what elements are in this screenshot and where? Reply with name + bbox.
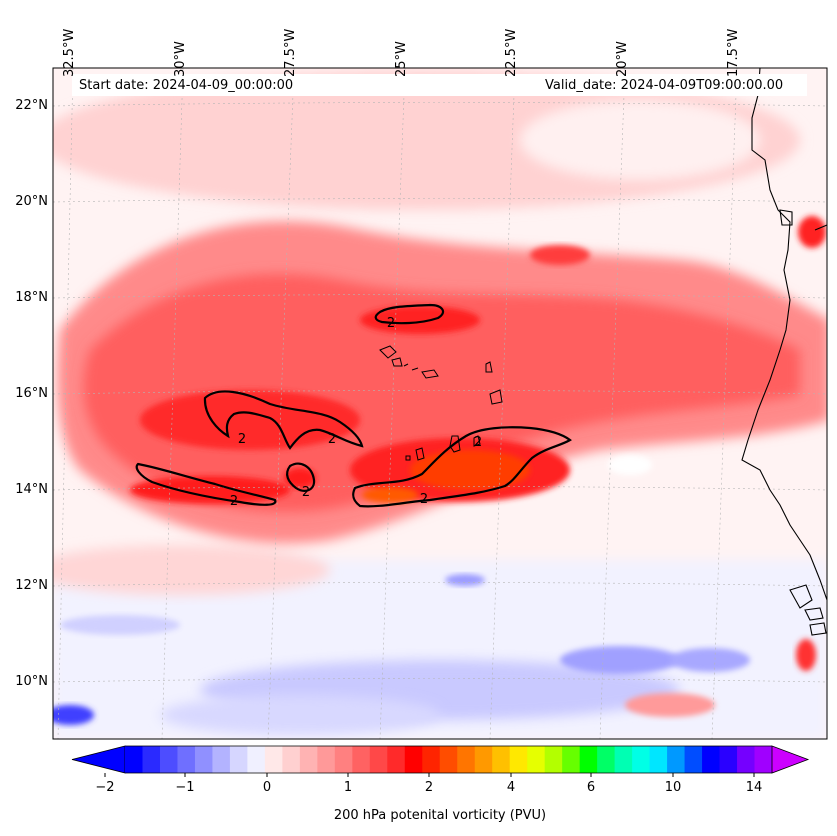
- colorbar-swatch: [334, 746, 353, 773]
- lon-gridlines: [57, 68, 738, 739]
- contour-east: [352, 426, 572, 508]
- colorbar-swatch: [597, 746, 616, 773]
- lon-tick-label: 17.5°W: [725, 28, 741, 77]
- colorbar-tick-label: 0: [262, 780, 272, 795]
- colorbar-title: 200 hPa potenital vorticity (PVU): [333, 808, 547, 823]
- colorbar-swatch: [125, 746, 143, 773]
- map-frame: [52, 67, 828, 740]
- contour-label: 2: [230, 494, 238, 509]
- colorbar-tick-label: 14: [745, 780, 763, 795]
- colorbar-swatch: [474, 746, 493, 773]
- lon-tick-label: 30°W: [172, 41, 188, 77]
- colorbar-under-extend: [71, 745, 126, 774]
- contour-labels: 2 2 2 2 2 2 2: [230, 316, 482, 509]
- contour-label: 2: [238, 432, 246, 447]
- colorbar-swatch: [404, 746, 423, 773]
- colorbar-swatch: [439, 746, 458, 773]
- lat-tick-label: 14°N: [15, 482, 48, 497]
- colorbar-swatch: [457, 746, 476, 773]
- contour-label: 2: [420, 492, 428, 507]
- colorbar-swatch: [649, 746, 668, 773]
- colorbar-swatch: [369, 746, 388, 773]
- colorbar-swatch: [282, 746, 301, 773]
- colorbar-swatch: [142, 746, 161, 773]
- contour-label: 2: [302, 485, 310, 500]
- colorbar-tick-label: 4: [506, 780, 516, 795]
- lat-tick-label: 16°N: [15, 386, 48, 401]
- colorbar-swatch: [352, 746, 371, 773]
- contour-label: 2: [474, 435, 482, 450]
- colorbar-swatch: [492, 746, 511, 773]
- colorbar-swatch: [299, 746, 318, 773]
- contour-west-lower: [135, 462, 277, 506]
- colorbar-swatch: [527, 746, 546, 773]
- start-date-label: Start date: 2024-04-09_00:00:00: [79, 78, 294, 93]
- lat-tick-label: 22°N: [15, 98, 48, 113]
- lon-tick-label: 32.5°W: [62, 28, 77, 77]
- colorbar-tick-label: −1: [175, 780, 195, 795]
- lon-tick-label: 25°W: [393, 41, 409, 77]
- lat-gridlines: [53, 102, 827, 683]
- contour-label: 2: [328, 432, 336, 447]
- colorbar: [71, 745, 810, 777]
- colorbar-swatch: [614, 746, 633, 773]
- lat-tick-label: 12°N: [15, 578, 48, 593]
- header-box: [72, 74, 807, 96]
- colorbar-outline: [125, 745, 772, 774]
- lon-tick-label: 20°W: [615, 41, 630, 77]
- lon-tick-label: 22.5°W: [504, 28, 520, 77]
- coastlines: [741, 68, 827, 636]
- colorbar-swatch: [229, 746, 248, 773]
- colorbar-swatch: [719, 746, 738, 773]
- lat-tick-label: 18°N: [15, 290, 48, 305]
- colorbar-swatch: [702, 746, 721, 773]
- colorbar-swatch: [544, 746, 563, 773]
- colorbar-swatch: [177, 746, 196, 773]
- colorbar-swatch: [509, 746, 528, 773]
- contour-small: [286, 462, 316, 492]
- colorbar-swatch: [317, 746, 336, 773]
- colorbar-swatch: [632, 746, 651, 773]
- colorbar-swatch: [212, 746, 231, 773]
- colorbar-tick-label: 2: [424, 780, 434, 795]
- lon-tick-label: 27.5°W: [283, 28, 299, 77]
- contour-north: [374, 303, 445, 325]
- colorbar-tick-label: 10: [664, 780, 682, 795]
- colorbar-swatch: [194, 746, 213, 773]
- colorbar-tick-label: 6: [586, 780, 596, 795]
- colorbar-swatch: [387, 746, 406, 773]
- colorbar-swatch: [562, 746, 581, 773]
- colorbar-tick-label: −2: [95, 780, 115, 795]
- valid-date-label: Valid_date: 2024-04-09T09:00:00.00: [545, 78, 784, 93]
- colorbar-over-extend: [771, 745, 810, 774]
- contour-west-upper: [203, 390, 364, 450]
- colorbar-swatch: [754, 746, 773, 773]
- colorbar-swatch: [667, 746, 686, 773]
- pv-contours-2pvu: [135, 303, 572, 508]
- colorbar-swatch: [159, 746, 178, 773]
- colorbar-swatch: [737, 746, 756, 773]
- cape-verde-islands: [379, 345, 503, 461]
- colorbar-swatch: [579, 746, 598, 773]
- colorbar-swatch: [684, 746, 703, 773]
- contour-label: 2: [387, 316, 395, 331]
- colorbar-swatch: [264, 746, 283, 773]
- colorbar-swatch: [422, 746, 441, 773]
- lat-tick-label: 10°N: [15, 674, 48, 689]
- lat-tick-label: 20°N: [15, 194, 48, 209]
- colorbar-swatch: [247, 746, 266, 773]
- pv-field-map: 2 2 2 2 2 2 2: [53, 68, 827, 739]
- colorbar-tick-label: 1: [343, 780, 353, 795]
